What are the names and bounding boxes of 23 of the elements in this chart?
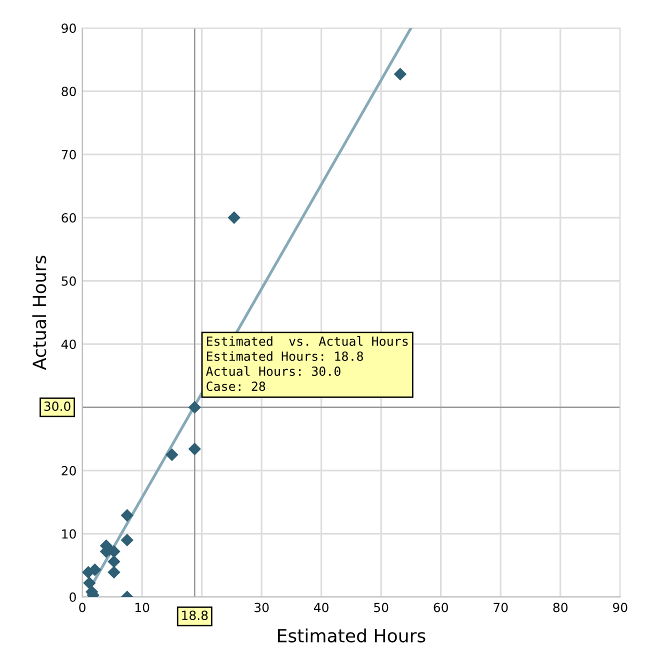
x-tick-label: 0 bbox=[79, 602, 86, 612]
y-tick-label: 80 bbox=[62, 86, 76, 96]
x-tick-label: 50 bbox=[374, 602, 388, 612]
y-tick-label: 0 bbox=[70, 592, 76, 602]
y-axis-title: Actual Hours bbox=[32, 256, 46, 370]
y-tick-label: 60 bbox=[62, 213, 76, 223]
x-tick-label: 90 bbox=[612, 602, 628, 612]
x-tick-label: 40 bbox=[314, 602, 328, 612]
y-tick-label: 10 bbox=[62, 529, 76, 539]
x-axis-title: Estimated Hours bbox=[278, 628, 426, 642]
x-tick-label: 70 bbox=[494, 602, 508, 612]
x-tick-label: 80 bbox=[553, 602, 568, 612]
annotation: Estimated vs. Actual Hours Estimated Hours: 18.8 Actual Hours: 30.0 Case: 28 bbox=[206, 336, 408, 392]
x-tick-label: 60 bbox=[434, 602, 448, 612]
x-tick-label: 10 bbox=[135, 602, 150, 612]
ref-line-label: 18.8 bbox=[182, 610, 208, 620]
ref-line-label: 30.0 bbox=[44, 401, 70, 411]
x-tick-label: 30 bbox=[254, 602, 269, 612]
y-tick-label: 40 bbox=[61, 340, 76, 350]
y-tick-label: 70 bbox=[62, 150, 76, 160]
y-tick-label: 50 bbox=[62, 276, 76, 286]
y-tick-label: 20 bbox=[62, 466, 76, 476]
y-tick-label: 90 bbox=[62, 23, 76, 33]
